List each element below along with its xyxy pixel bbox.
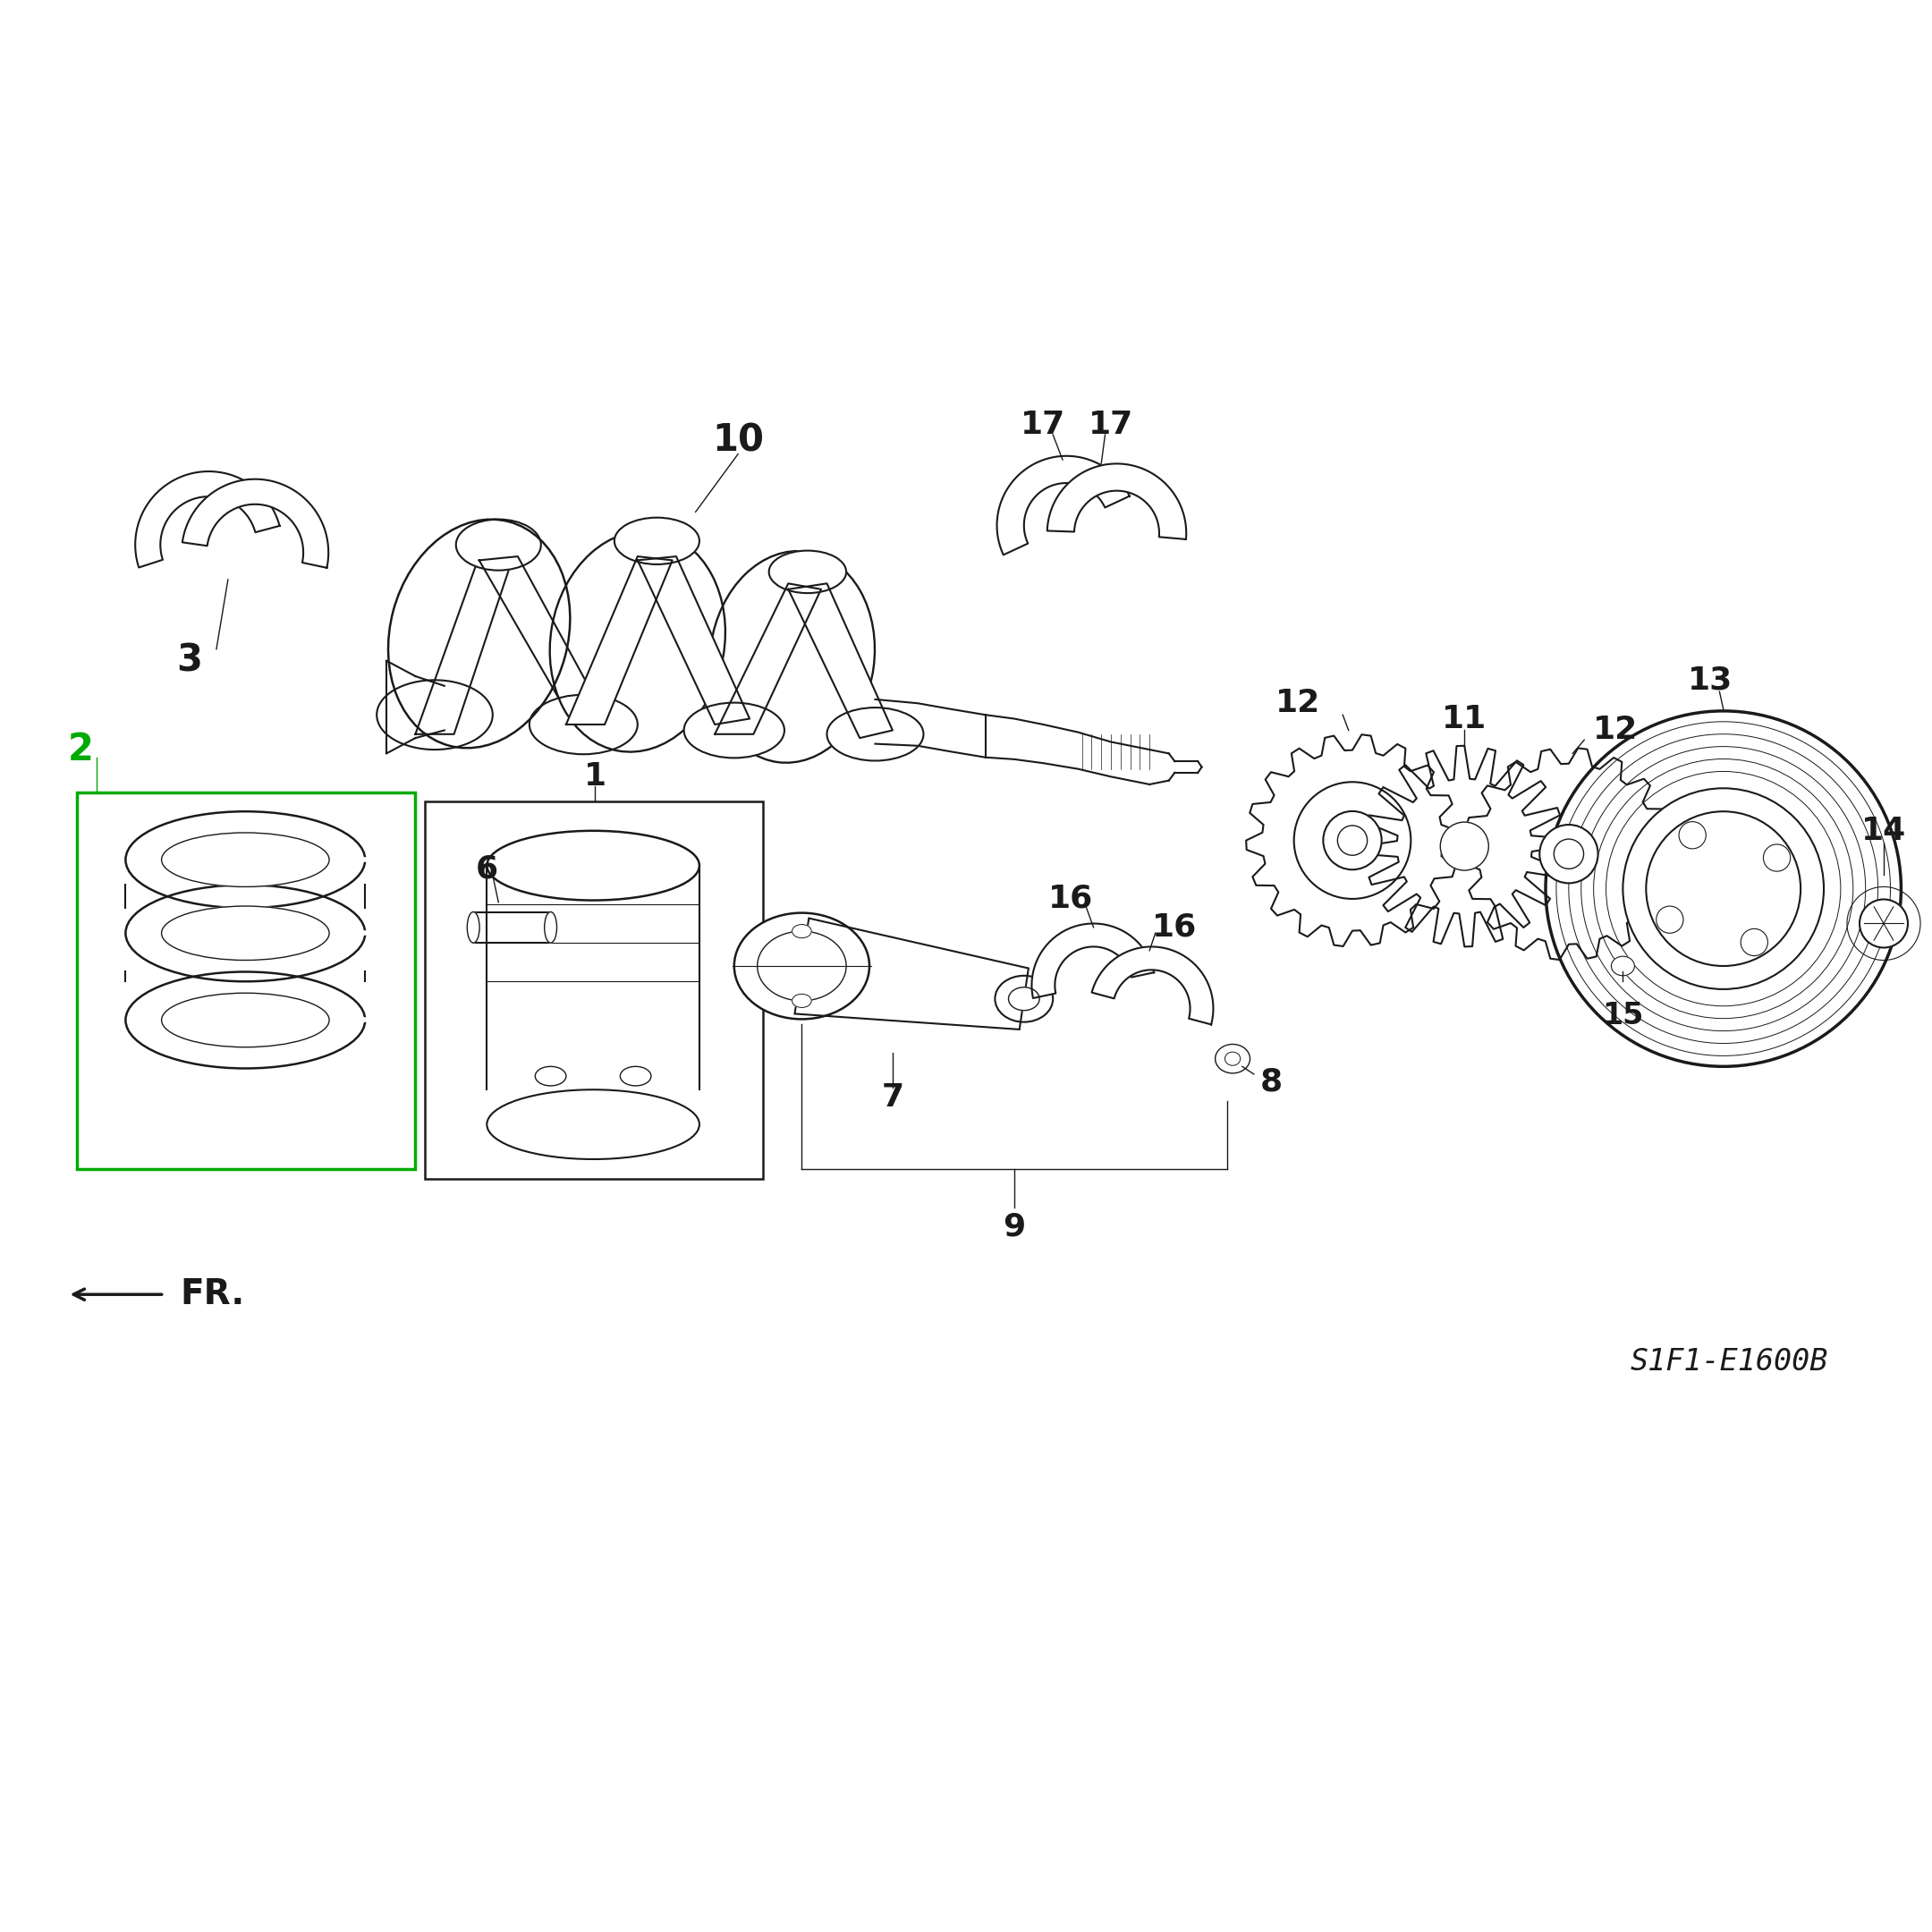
Text: 1: 1 [583, 761, 607, 792]
Ellipse shape [769, 551, 846, 593]
Polygon shape [1463, 748, 1675, 960]
Polygon shape [997, 456, 1130, 554]
Text: 15: 15 [1602, 1001, 1644, 1030]
Polygon shape [182, 479, 328, 568]
Ellipse shape [126, 972, 365, 1068]
Text: 14: 14 [1861, 815, 1907, 846]
Text: 12: 12 [1275, 688, 1321, 719]
Ellipse shape [1859, 900, 1909, 947]
Text: 16: 16 [1047, 883, 1094, 914]
Polygon shape [1032, 923, 1153, 999]
Polygon shape [638, 556, 750, 724]
Ellipse shape [377, 680, 493, 750]
Ellipse shape [388, 520, 570, 748]
Ellipse shape [792, 923, 811, 937]
Text: 12: 12 [1592, 715, 1638, 746]
Ellipse shape [1009, 987, 1039, 1010]
Text: 17: 17 [1020, 410, 1066, 440]
Ellipse shape [757, 931, 846, 1001]
Text: 11: 11 [1441, 703, 1488, 734]
Text: 17: 17 [1088, 410, 1134, 440]
Ellipse shape [734, 912, 869, 1020]
Text: 13: 13 [1687, 665, 1733, 696]
Ellipse shape [1741, 929, 1768, 956]
Ellipse shape [456, 520, 541, 570]
Ellipse shape [1337, 825, 1368, 856]
Text: 7: 7 [881, 1082, 904, 1113]
Ellipse shape [1764, 844, 1791, 871]
Ellipse shape [684, 703, 784, 757]
Text: FR.: FR. [180, 1277, 243, 1312]
Polygon shape [1047, 464, 1186, 539]
Ellipse shape [487, 1090, 699, 1159]
Ellipse shape [614, 518, 699, 564]
Ellipse shape [1323, 811, 1381, 869]
Ellipse shape [1656, 906, 1683, 933]
Polygon shape [566, 556, 672, 724]
Ellipse shape [1215, 1043, 1250, 1074]
Ellipse shape [1546, 711, 1901, 1066]
Ellipse shape [827, 707, 923, 761]
Ellipse shape [1441, 823, 1488, 869]
Ellipse shape [709, 551, 875, 763]
Ellipse shape [126, 811, 365, 908]
Polygon shape [1364, 746, 1565, 947]
Text: 8: 8 [1260, 1066, 1283, 1097]
Polygon shape [788, 583, 893, 738]
Text: 3: 3 [176, 641, 203, 680]
Ellipse shape [1646, 811, 1801, 966]
Ellipse shape [468, 912, 479, 943]
Bar [77, 792, 415, 1169]
Polygon shape [794, 918, 1028, 1030]
Polygon shape [1092, 947, 1213, 1024]
Text: 6: 6 [475, 854, 498, 885]
Ellipse shape [126, 885, 365, 981]
Ellipse shape [1623, 788, 1824, 989]
Polygon shape [479, 556, 599, 711]
Ellipse shape [529, 696, 638, 753]
Ellipse shape [551, 531, 724, 752]
Bar [425, 802, 763, 1179]
Polygon shape [1246, 734, 1459, 947]
Polygon shape [715, 583, 821, 734]
Ellipse shape [162, 906, 328, 960]
Ellipse shape [545, 912, 556, 943]
Ellipse shape [535, 1066, 566, 1086]
Ellipse shape [487, 831, 699, 900]
Text: S1F1-E1600B: S1F1-E1600B [1631, 1347, 1828, 1378]
Text: 2: 2 [68, 730, 93, 769]
Ellipse shape [1611, 956, 1634, 976]
Ellipse shape [162, 833, 328, 887]
Text: 16: 16 [1151, 912, 1198, 943]
Ellipse shape [995, 976, 1053, 1022]
Ellipse shape [792, 995, 811, 1009]
Ellipse shape [620, 1066, 651, 1086]
Ellipse shape [1679, 821, 1706, 848]
Text: 9: 9 [1003, 1211, 1026, 1242]
Ellipse shape [1540, 825, 1598, 883]
Ellipse shape [162, 993, 328, 1047]
Polygon shape [415, 556, 512, 734]
Polygon shape [135, 471, 280, 568]
Ellipse shape [1553, 838, 1584, 869]
Text: 10: 10 [713, 421, 763, 460]
